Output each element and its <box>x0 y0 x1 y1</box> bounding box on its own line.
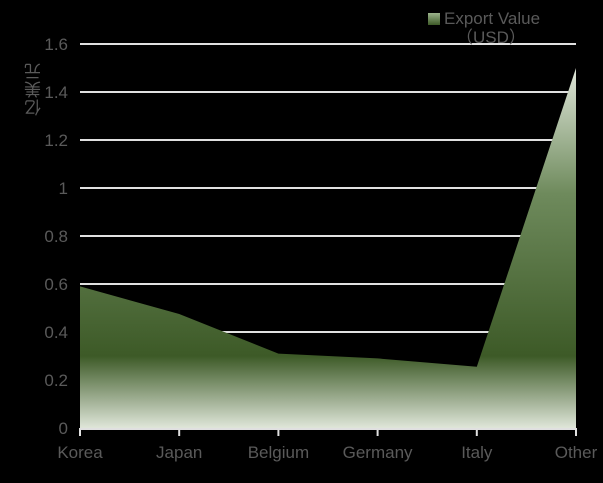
export-value-area <box>80 68 576 428</box>
legend: Export Value （USD） <box>428 9 540 47</box>
x-tick-label: Germany <box>343 443 413 462</box>
y-tick-label: 0.8 <box>44 227 68 246</box>
y-tick-label: 1.4 <box>44 83 68 102</box>
y-tick-label: 1 <box>59 179 68 198</box>
y-axis-labels: 0 0.2 0.4 0.6 0.8 1 1.2 1.4 1.6 <box>44 35 68 438</box>
legend-swatch-icon <box>428 13 440 25</box>
x-axis-labels: Korea Japan Belgium Germany Italy Other <box>57 443 597 462</box>
y-tick-label: 1.6 <box>44 35 68 54</box>
y-tick-label: 0.6 <box>44 275 68 294</box>
y-tick-label: 0.2 <box>44 371 68 390</box>
x-tick-label: Other <box>555 443 598 462</box>
x-tick-label: Belgium <box>248 443 309 462</box>
y-tick-label: 0 <box>59 419 68 438</box>
x-axis <box>79 428 577 436</box>
y-tick-label: 1.2 <box>44 131 68 150</box>
y-axis-title: 亿美元 <box>25 62 44 116</box>
x-tick-label: Korea <box>57 443 103 462</box>
legend-label-unit: （USD） <box>456 28 526 47</box>
y-tick-label: 0.4 <box>44 323 68 342</box>
legend-label: Export Value <box>444 9 541 28</box>
x-tick-label: Italy <box>461 443 493 462</box>
x-tick-label: Japan <box>156 443 202 462</box>
